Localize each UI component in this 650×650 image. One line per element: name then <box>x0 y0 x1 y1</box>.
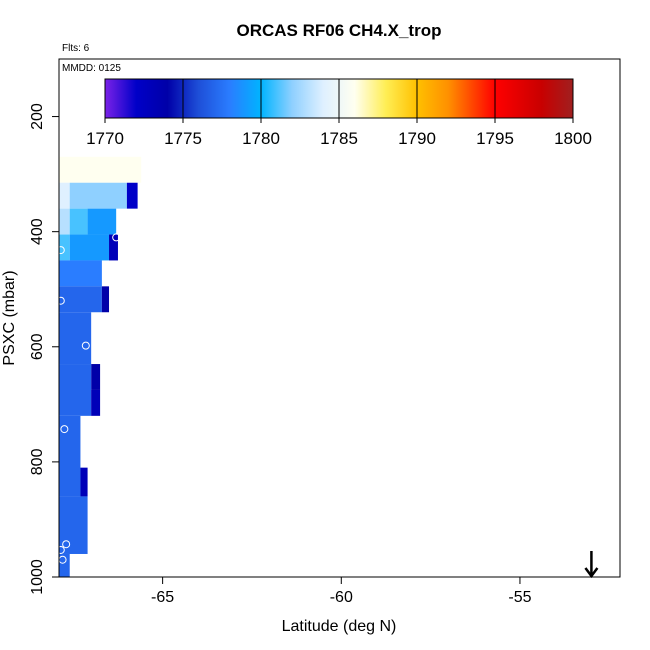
heatmap-cell <box>91 364 101 390</box>
flight-point <box>112 233 121 242</box>
plot-frame <box>58 58 621 578</box>
heatmap-cell <box>87 208 117 235</box>
colorbar-tick-label: 1780 <box>242 129 280 148</box>
x-tick-label: -65 <box>151 589 174 606</box>
heatmap-cell <box>59 234 70 261</box>
arrow-head <box>584 567 599 579</box>
flights-label: Flts: 6 <box>62 43 90 54</box>
flight-point <box>60 425 69 434</box>
x-axis: -65 -60 -55 <box>151 577 532 606</box>
heatmap-cell <box>59 156 142 183</box>
colorbar-tick-label: 1785 <box>320 129 358 148</box>
flight-point <box>81 341 90 350</box>
heatmap-cell <box>59 553 70 577</box>
heatmap-cell <box>59 286 102 313</box>
heatmap-cell <box>59 312 92 365</box>
flight-point <box>56 296 65 305</box>
flight-point <box>56 545 65 554</box>
flight-point <box>56 246 65 255</box>
flight-point <box>56 101 64 110</box>
y-tick-label: 1000 <box>29 559 46 595</box>
chart-title: ORCAS RF06 CH4.X_trop <box>237 21 442 40</box>
heatmap-cell <box>59 208 70 235</box>
colorbar: 1770 1775 1780 1785 1790 1795 1800 <box>86 78 592 148</box>
y-tick-label: 200 <box>29 103 46 130</box>
colorbar-tick-label: 1790 <box>398 129 436 148</box>
heatmap-cell <box>59 496 88 554</box>
colorbar-ticks: 1770 1775 1780 1785 1790 1795 1800 <box>86 79 592 148</box>
y-tick-label: 800 <box>29 448 46 475</box>
heatmap-cell <box>59 182 70 209</box>
x-tick-label: -60 <box>330 589 353 606</box>
colorbar-tick-label: 1770 <box>86 129 124 148</box>
heatmap-cell <box>59 415 81 497</box>
y-tick-label: 600 <box>29 333 46 360</box>
colorbar-tick-label: 1795 <box>476 129 514 148</box>
y-axis-label: PSXC (mbar) <box>1 270 18 365</box>
heatmap-cell <box>69 208 88 235</box>
colorbar-tick-label: 1800 <box>554 129 592 148</box>
heatmap-cell <box>91 389 101 416</box>
heatmap-cell <box>101 286 110 313</box>
arrow-down-icon <box>584 550 599 579</box>
heatmap-cells <box>59 156 142 577</box>
x-tick-label: -55 <box>508 589 531 606</box>
y-axis: 200 400 600 800 1000 <box>29 103 59 595</box>
heatmap-cell <box>59 364 92 416</box>
flight-points <box>56 101 121 564</box>
heatmap-cell <box>59 260 102 287</box>
flight-point <box>62 540 71 549</box>
heatmap-cell <box>126 182 138 209</box>
y-tick-label: 400 <box>29 218 46 245</box>
colorbar-tick-label: 1775 <box>164 129 202 148</box>
heatmap-cell <box>69 182 127 209</box>
heatmap-cell <box>80 467 88 497</box>
heatmap-cell <box>109 234 118 261</box>
heatmap-cell <box>69 234 110 261</box>
date-label: MMDD: 0125 <box>62 63 121 74</box>
x-axis-label: Latitude (deg N) <box>282 618 397 635</box>
